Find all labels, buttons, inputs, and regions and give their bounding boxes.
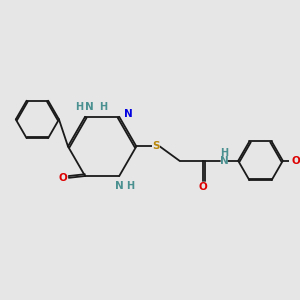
Text: O: O [199,182,207,192]
Text: N: N [85,102,94,112]
Text: N: N [220,156,229,166]
Text: O: O [291,156,300,166]
Text: N: N [115,181,124,191]
Text: H: H [126,181,134,191]
Text: O: O [58,173,67,183]
Text: N: N [124,109,132,119]
Text: S: S [152,141,160,152]
Text: H: H [99,102,107,112]
Text: H: H [220,148,229,158]
Text: H: H [75,102,83,112]
